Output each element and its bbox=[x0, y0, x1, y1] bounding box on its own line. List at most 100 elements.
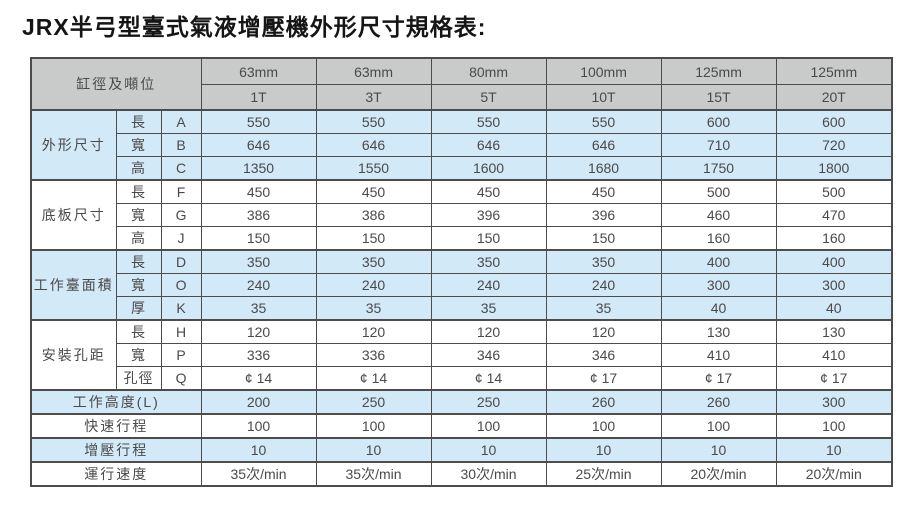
table-row: 增壓行程 10 10 10 10 10 10 bbox=[30, 437, 893, 463]
value-cell: 1800 bbox=[775, 156, 893, 181]
spec-table: 缸徑及噸位 63mm 63mm 80mm 100mm 125mm 125mm 1… bbox=[30, 57, 894, 487]
value-cell: 386 bbox=[315, 203, 432, 227]
table-row: 寬 G 386 386 396 396 460 470 bbox=[31, 203, 893, 227]
table-row: 外形尺寸 長 A 550 550 550 550 600 600 bbox=[30, 109, 893, 181]
dim-label-cell: 長 bbox=[115, 249, 162, 274]
code-cell: C bbox=[160, 156, 202, 181]
value-cell: 470 bbox=[775, 203, 893, 227]
value-cell: 336 bbox=[315, 343, 432, 367]
bore-header-cell: 63mm bbox=[200, 57, 317, 85]
code-cell: J bbox=[160, 226, 202, 251]
value-cell: 250 bbox=[315, 389, 432, 415]
bore-header-cell: 125mm bbox=[660, 57, 777, 85]
value-cell: 240 bbox=[545, 273, 662, 297]
value-cell: ¢ 14 bbox=[430, 366, 547, 391]
value-cell: 10 bbox=[545, 437, 662, 463]
value-cell: 100 bbox=[200, 413, 317, 439]
value-cell: 100 bbox=[660, 413, 777, 439]
value-cell: 40 bbox=[660, 296, 777, 321]
tonnage-header-cell: 5T bbox=[430, 84, 547, 111]
code-cell: G bbox=[160, 203, 202, 227]
value-cell: 240 bbox=[315, 273, 432, 297]
value-cell: 150 bbox=[200, 226, 317, 251]
summary-label-cell: 快速行程 bbox=[30, 413, 202, 439]
value-cell: 396 bbox=[430, 203, 547, 227]
value-cell: 450 bbox=[545, 179, 662, 204]
value-cell: 1350 bbox=[200, 156, 317, 181]
value-cell: 350 bbox=[545, 249, 662, 274]
value-cell: ¢ 17 bbox=[545, 366, 662, 391]
value-cell: 260 bbox=[660, 389, 777, 415]
value-cell: 130 bbox=[660, 319, 777, 344]
value-cell: 646 bbox=[545, 133, 662, 157]
value-cell: 100 bbox=[775, 413, 893, 439]
tonnage-header-cell: 10T bbox=[545, 84, 662, 111]
table-row: 寬 P 336 336 346 346 410 410 bbox=[31, 343, 893, 367]
bore-header-cell: 100mm bbox=[545, 57, 662, 85]
value-cell: ¢ 14 bbox=[200, 366, 317, 391]
tonnage-header-cell: 20T bbox=[775, 84, 893, 111]
value-cell: 120 bbox=[315, 319, 432, 344]
value-cell: 350 bbox=[200, 249, 317, 274]
value-cell: 150 bbox=[545, 226, 662, 251]
value-cell: 450 bbox=[430, 179, 547, 204]
value-cell: 10 bbox=[660, 437, 777, 463]
table-row: 運行速度 35次/min 35次/min 30次/min 25次/min 20次… bbox=[30, 461, 893, 487]
code-cell: P bbox=[160, 343, 202, 367]
value-cell: 20次/min bbox=[775, 461, 893, 487]
summary-label-cell: 增壓行程 bbox=[30, 437, 202, 463]
value-cell: 35 bbox=[315, 296, 432, 321]
dim-label-cell: 高 bbox=[115, 156, 162, 181]
value-cell: ¢ 14 bbox=[315, 366, 432, 391]
value-cell: 500 bbox=[660, 179, 777, 204]
value-cell: 1750 bbox=[660, 156, 777, 181]
value-cell: 300 bbox=[775, 273, 893, 297]
group-label-cell: 底板尺寸 bbox=[30, 179, 117, 251]
group-label-cell: 工作臺面積 bbox=[30, 249, 117, 321]
value-cell: 550 bbox=[545, 109, 662, 134]
table-row: 安裝孔距 長 H 120 120 120 120 130 130 bbox=[30, 319, 893, 391]
value-cell: 1680 bbox=[545, 156, 662, 181]
value-cell: ¢ 17 bbox=[660, 366, 777, 391]
value-cell: 646 bbox=[315, 133, 432, 157]
value-cell: 550 bbox=[430, 109, 547, 134]
table-row: 孔徑 Q ¢ 14 ¢ 14 ¢ 14 ¢ 17 ¢ 17 ¢ 17 bbox=[31, 366, 893, 391]
value-cell: 350 bbox=[315, 249, 432, 274]
value-cell: 450 bbox=[200, 179, 317, 204]
value-cell: 10 bbox=[315, 437, 432, 463]
value-cell: 600 bbox=[660, 109, 777, 134]
value-cell: 20次/min bbox=[660, 461, 777, 487]
dim-label-cell: 長 bbox=[115, 179, 162, 204]
code-cell: K bbox=[160, 296, 202, 321]
tonnage-header-cell: 3T bbox=[315, 84, 432, 111]
bore-header-cell: 63mm bbox=[315, 57, 432, 85]
bore-header-cell: 125mm bbox=[775, 57, 893, 85]
value-cell: 100 bbox=[315, 413, 432, 439]
value-cell: 150 bbox=[430, 226, 547, 251]
value-cell: 35次/min bbox=[315, 461, 432, 487]
value-cell: 35 bbox=[545, 296, 662, 321]
value-cell: 1600 bbox=[430, 156, 547, 181]
value-cell: 200 bbox=[200, 389, 317, 415]
header-row-tonnage: 1T 3T 5T 10T 15T 20T bbox=[31, 84, 893, 111]
value-cell: 35 bbox=[200, 296, 317, 321]
table-row: 寬 O 240 240 240 240 300 300 bbox=[31, 273, 893, 297]
summary-label-cell: 工作高度(L) bbox=[30, 389, 202, 415]
value-cell: 346 bbox=[430, 343, 547, 367]
dim-label-cell: 高 bbox=[115, 226, 162, 251]
value-cell: 300 bbox=[660, 273, 777, 297]
value-cell: 550 bbox=[315, 109, 432, 134]
value-cell: 240 bbox=[430, 273, 547, 297]
value-cell: 160 bbox=[775, 226, 893, 251]
value-cell: 250 bbox=[430, 389, 547, 415]
code-cell: O bbox=[160, 273, 202, 297]
value-cell: 120 bbox=[200, 319, 317, 344]
code-cell: F bbox=[160, 179, 202, 204]
value-cell: 460 bbox=[660, 203, 777, 227]
code-cell: Q bbox=[160, 366, 202, 391]
value-cell: 260 bbox=[545, 389, 662, 415]
value-cell: 120 bbox=[430, 319, 547, 344]
tonnage-header-cell: 15T bbox=[660, 84, 777, 111]
value-cell: 646 bbox=[430, 133, 547, 157]
